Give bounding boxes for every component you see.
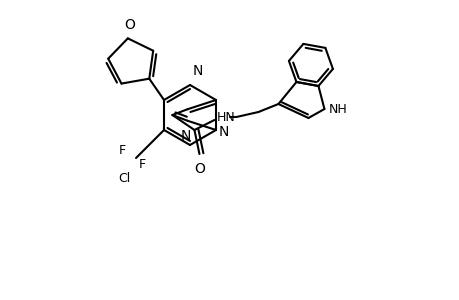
Text: F: F (138, 158, 145, 170)
Text: N: N (193, 64, 203, 78)
Text: NH: NH (328, 103, 347, 116)
Text: F: F (118, 143, 125, 157)
Text: N: N (218, 125, 229, 139)
Text: O: O (194, 162, 204, 176)
Text: Cl: Cl (118, 172, 130, 184)
Text: N: N (180, 129, 190, 143)
Text: HN: HN (216, 110, 235, 124)
Text: O: O (124, 18, 135, 32)
